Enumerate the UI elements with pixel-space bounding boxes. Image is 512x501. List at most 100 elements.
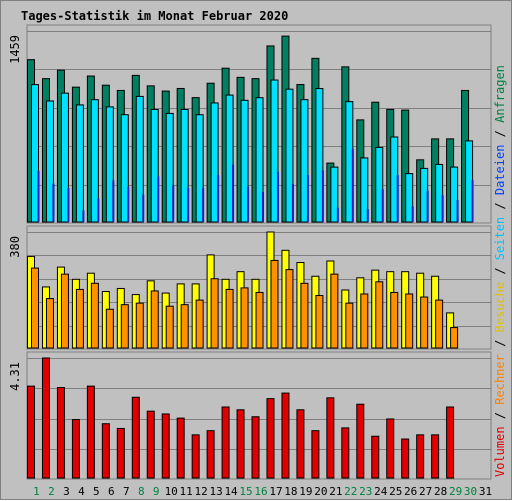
legend-item-seiten: Seiten [493, 217, 507, 260]
bar-dateien-day-6 [105, 106, 114, 223]
bar-dateien-day-29 [450, 166, 459, 223]
day-label-5: 5 [93, 485, 100, 498]
bar-rechner-day-18 [285, 269, 294, 349]
day-label-3: 3 [63, 485, 70, 498]
day-label-15: 15 [239, 485, 252, 498]
bar-volumen-day-7 [116, 427, 125, 479]
chart-panels: 1459 380 4.31 [8, 24, 492, 480]
bar-rechner-day-26 [405, 293, 414, 349]
bar-volumen-day-20 [311, 430, 320, 479]
bar-rechner-day-7 [120, 304, 129, 349]
bar-volumen-day-21 [326, 397, 335, 479]
day-label-24: 24 [374, 485, 388, 498]
bar-seiten-day-11 [187, 188, 190, 222]
bar-rechner-day-24 [375, 281, 384, 349]
bar-seiten-day-30 [471, 180, 474, 222]
bar-rechner-day-21 [330, 273, 339, 349]
bar-rechner-day-17 [270, 259, 279, 349]
day-label-1: 1 [33, 485, 40, 498]
bar-dateien-day-11 [180, 108, 189, 223]
day-label-16: 16 [254, 485, 267, 498]
bar-rechner-day-8 [135, 302, 144, 349]
bar-rechner-day-12 [195, 299, 204, 349]
legend-separator: / [493, 405, 507, 427]
bar-rechner-day-20 [315, 295, 324, 349]
bar-seiten-day-20 [321, 170, 324, 222]
bar-volumen-day-1 [27, 385, 35, 479]
day-label-10: 10 [165, 485, 178, 498]
bar-volumen-day-25 [386, 418, 395, 479]
bar-seiten-day-12 [202, 188, 205, 222]
panel-top: 1459 [8, 24, 492, 224]
day-label-29: 29 [449, 485, 462, 498]
day-label-7: 7 [123, 485, 130, 498]
bar-dateien-day-21 [330, 166, 339, 223]
bar-seiten-day-25 [396, 175, 399, 222]
bar-seiten-day-7 [127, 186, 130, 222]
bar-seiten-day-22 [351, 148, 354, 222]
bar-rechner-day-14 [225, 288, 234, 349]
bar-volumen-day-9 [146, 410, 155, 479]
bar-dateien-day-22 [345, 101, 354, 223]
bar-seiten-day-21 [336, 207, 339, 222]
bar-seiten-day-18 [291, 184, 294, 222]
bar-seiten-day-23 [366, 209, 369, 222]
bar-seiten-day-26 [411, 206, 414, 222]
bar-dateien-day-8 [135, 95, 144, 223]
day-label-22: 22 [344, 485, 357, 498]
day-label-25: 25 [389, 485, 402, 498]
bar-seiten-day-17 [276, 171, 279, 222]
bar-dateien-day-4 [75, 104, 84, 223]
bar-rechner-day-15 [240, 287, 249, 349]
bar-dateien-day-5 [90, 99, 99, 223]
bar-dateien-day-7 [120, 114, 129, 223]
bar-volumen-day-2 [41, 357, 50, 479]
day-label-13: 13 [209, 485, 222, 498]
bar-seiten-day-14 [232, 164, 235, 222]
day-label-2: 2 [48, 485, 55, 498]
bar-volumen-day-19 [296, 409, 305, 479]
bar-seiten-day-2 [52, 183, 55, 222]
bar-volumen-day-16 [251, 416, 260, 479]
bar-rechner-day-10 [165, 305, 174, 349]
bar-dateien-day-16 [255, 97, 264, 223]
day-label-4: 4 [78, 485, 85, 498]
bar-dateien-day-17 [270, 79, 279, 223]
bar-volumen-day-22 [341, 427, 350, 479]
bar-seiten-day-4 [82, 210, 85, 222]
day-label-27: 27 [419, 485, 432, 498]
bar-rechner-day-4 [75, 288, 84, 349]
day-label-30: 30 [464, 485, 477, 498]
bar-rechner-day-23 [360, 293, 369, 349]
bar-volumen-day-12 [191, 434, 200, 479]
bar-dateien-day-24 [375, 146, 384, 223]
bar-seiten-day-9 [157, 176, 160, 222]
bar-volumen-day-11 [176, 417, 185, 479]
bar-dateien-day-14 [225, 94, 234, 223]
bar-volumen-day-5 [86, 385, 95, 479]
bar-seiten-day-1 [37, 171, 40, 222]
bar-dateien-day-25 [390, 136, 399, 223]
legend-separator: / [493, 260, 507, 282]
bar-seiten-day-27 [426, 190, 429, 222]
bar-dateien-day-9 [150, 108, 159, 223]
bar-seiten-day-19 [306, 175, 309, 222]
chart-title: Tages-Statistik im Monat Februar 2020 [21, 9, 288, 23]
legend-item-besuche: Besuche [493, 282, 507, 333]
bar-volumen-day-10 [161, 413, 170, 479]
legend-item-anfragen: Anfragen [493, 65, 507, 123]
y-max-label: 4.31 [8, 362, 22, 391]
bar-dateien-day-1 [31, 84, 39, 223]
legend-text: Volumen / Rechner / Besuche / Seiten / D… [493, 65, 507, 477]
day-label-18: 18 [284, 485, 297, 498]
bar-volumen-day-26 [401, 438, 410, 479]
bar-rechner-day-25 [390, 291, 399, 349]
bar-seiten-day-28 [441, 195, 444, 222]
bar-seiten-day-24 [381, 189, 384, 222]
bar-dateien-day-23 [360, 157, 369, 223]
day-label-23: 23 [359, 485, 372, 498]
day-label-9: 9 [153, 485, 160, 498]
bar-seiten-day-29 [456, 199, 459, 222]
bar-dateien-day-12 [195, 114, 204, 223]
